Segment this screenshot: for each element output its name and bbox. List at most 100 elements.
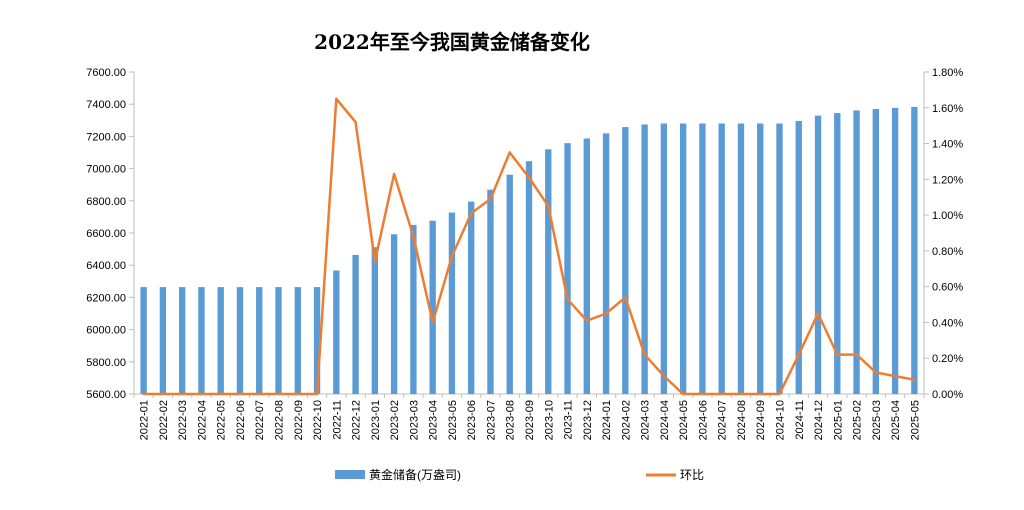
x-tick-label: 2023-04 — [428, 400, 440, 440]
x-tick-label: 2023-07 — [485, 400, 497, 440]
line-point — [662, 374, 666, 378]
line-point — [759, 392, 762, 396]
chart-title: 2022年至今我国黄金储备变化 — [314, 30, 590, 54]
x-tick-label: 2022-04 — [196, 400, 208, 440]
bar — [140, 287, 147, 394]
x-tick-label: 2022-05 — [216, 400, 228, 440]
x-tick-label: 2024-04 — [659, 400, 671, 440]
line-point — [681, 392, 685, 396]
bar — [545, 149, 552, 394]
line-point — [142, 392, 145, 396]
line-point — [238, 392, 242, 396]
bar — [660, 123, 668, 395]
line-point — [566, 297, 569, 301]
line-point — [585, 319, 589, 322]
x-tick-label: 2022-12 — [351, 400, 363, 440]
line-point — [547, 204, 550, 208]
bar — [159, 287, 167, 394]
line-point — [373, 260, 377, 263]
x-tick-label: 2025-01 — [832, 400, 844, 440]
x-tick-label: 2024-05 — [678, 400, 690, 440]
y-right-tick-label: 0.60% — [932, 282, 963, 294]
y-left-tick-label: 7400.00 — [86, 99, 126, 111]
y-right-tick-label: 1.20% — [932, 174, 963, 186]
x-tick-label: 2024-03 — [640, 400, 652, 440]
bar — [352, 254, 359, 394]
x-tick-label: 2023-08 — [505, 400, 517, 440]
bar — [891, 107, 899, 394]
line-point — [258, 392, 261, 396]
line-point — [489, 197, 492, 201]
x-tick-label: 2024-07 — [717, 400, 729, 440]
bar — [178, 287, 186, 394]
bar — [776, 123, 783, 395]
bar — [468, 201, 475, 394]
y-right-tick-label: 1.00% — [932, 210, 963, 222]
line-point — [180, 392, 184, 396]
y-left-tick-label: 7200.00 — [86, 131, 126, 143]
line-point — [296, 392, 299, 396]
x-tick-label: 2023-10 — [543, 400, 555, 440]
y-right-tick-label: 1.80% — [932, 67, 963, 79]
x-tick-label: 2024-11 — [794, 400, 806, 440]
x-tick-label: 2024-09 — [755, 400, 767, 440]
y-right-tick-label: 0.40% — [932, 317, 963, 329]
legend-label-line: 环比 — [680, 468, 704, 482]
y-left-tick-label: 6000.00 — [86, 325, 126, 337]
line-point — [161, 392, 165, 396]
y-left-tick-label: 7000.00 — [86, 164, 126, 176]
y-left-tick-label: 5800.00 — [86, 357, 126, 369]
x-tick-label: 2025-05 — [909, 400, 921, 440]
y-right-tick-label: 1.40% — [932, 139, 963, 151]
line-point — [450, 255, 454, 258]
line-point — [508, 151, 511, 154]
line-point — [335, 97, 338, 101]
x-tick-label: 2024-01 — [601, 400, 613, 440]
x-tick-label: 2022-02 — [158, 400, 170, 440]
line-point — [643, 353, 646, 356]
bar — [275, 287, 282, 394]
y-right-tick-label: 0.20% — [932, 353, 963, 365]
bar — [699, 123, 706, 395]
y-left-tick-label: 5600.00 — [86, 389, 126, 401]
x-tick-label: 2024-12 — [813, 400, 825, 440]
line-point — [527, 176, 531, 179]
bar — [236, 287, 244, 394]
bar — [641, 124, 648, 395]
line-point — [874, 371, 878, 374]
line-point — [855, 353, 858, 356]
bar — [679, 123, 687, 395]
bar — [602, 133, 610, 394]
bar — [814, 115, 822, 395]
x-tick-label: 2025-02 — [852, 400, 864, 440]
line-point — [219, 392, 222, 396]
bar — [487, 189, 494, 394]
bar — [911, 106, 918, 394]
line-point — [604, 312, 608, 315]
bar — [313, 287, 321, 394]
x-tick-label: 2023-01 — [370, 400, 382, 440]
x-tick-label: 2023-11 — [563, 400, 575, 440]
x-tick-label: 2022-10 — [312, 400, 324, 440]
y-left-tick-label: 7600.00 — [86, 67, 126, 79]
line-point — [392, 172, 396, 176]
line-point — [836, 353, 839, 356]
line-point — [701, 392, 704, 396]
line-point — [354, 120, 357, 124]
line-point — [739, 392, 743, 396]
x-tick-label: 2023-12 — [582, 400, 594, 440]
bar — [429, 220, 436, 394]
x-tick-label: 2022-09 — [293, 400, 305, 440]
bar — [564, 143, 571, 394]
x-tick-label: 2025-04 — [890, 400, 902, 440]
x-tick-label: 2025-03 — [871, 400, 883, 440]
x-tick-label: 2023-02 — [389, 400, 401, 440]
line-point — [913, 378, 916, 381]
bar — [333, 270, 340, 394]
line-point — [277, 392, 280, 396]
bar — [583, 138, 590, 394]
x-tick-label: 2022-01 — [139, 400, 151, 440]
x-tick-label: 2022-06 — [235, 400, 247, 440]
x-tick-label: 2022-07 — [254, 400, 266, 440]
x-tick-label: 2024-06 — [697, 400, 709, 440]
